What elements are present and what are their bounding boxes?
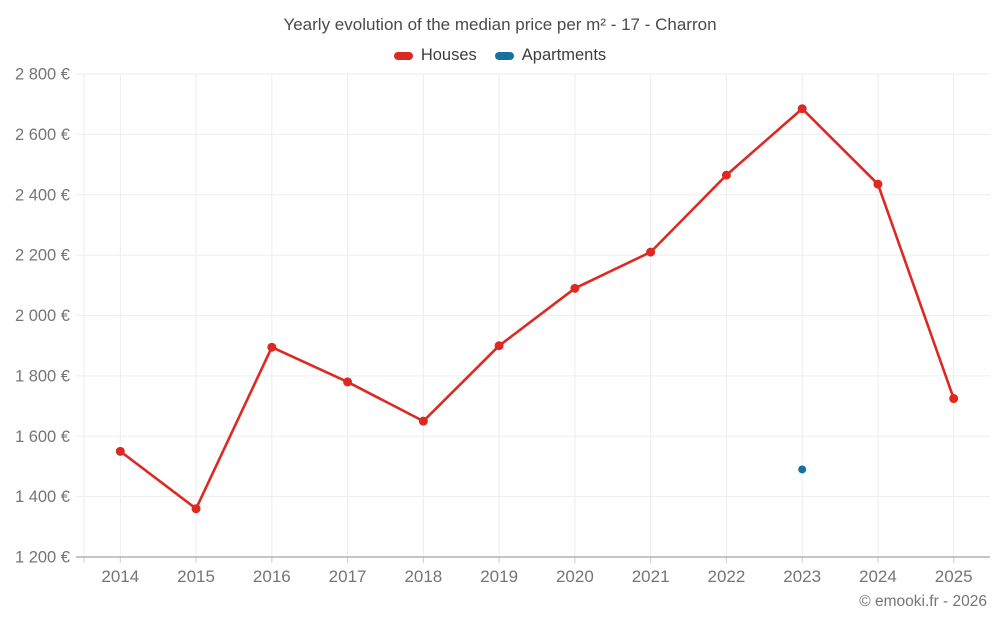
legend-item-apartments[interactable]: Apartments	[494, 46, 607, 65]
x-axis-tick-label: 2025	[935, 567, 973, 586]
apartments-swatch-icon	[494, 51, 514, 60]
legend-label-houses: Houses	[420, 46, 477, 64]
data-point-houses[interactable]	[570, 283, 580, 293]
data-point-houses[interactable]	[494, 341, 504, 351]
x-axis-tick-label: 2023	[783, 567, 821, 586]
y-axis-tick-label: 2 000 €	[15, 307, 70, 325]
chart-title: Yearly evolution of the median price per…	[283, 15, 717, 34]
y-axis-tick-label: 1 400 €	[15, 488, 70, 506]
x-axis-tick-label: 2015	[177, 567, 215, 586]
y-axis-tick-label: 1 600 €	[15, 428, 70, 446]
y-axis-tick-label: 2 600 €	[15, 126, 70, 144]
data-point-apartments[interactable]	[798, 465, 807, 474]
series-line-houses	[119, 107, 956, 511]
x-axis-tick-label: 2016	[253, 567, 291, 586]
y-axis-tick-label: 2 400 €	[15, 186, 70, 204]
y-axis-tick-label: 2 200 €	[15, 247, 70, 265]
copyright-text: © emooki.fr - 2026	[859, 593, 987, 610]
data-point-houses[interactable]	[797, 104, 807, 114]
data-point-houses[interactable]	[721, 170, 731, 180]
y-axis-tick-label: 2 800 €	[15, 66, 70, 84]
x-axis-tick-label: 2019	[480, 567, 518, 586]
x-axis-tick-label: 2017	[329, 567, 367, 586]
data-point-houses[interactable]	[646, 247, 656, 257]
x-axis-tick-label: 2020	[556, 567, 594, 586]
data-point-houses[interactable]	[873, 179, 883, 189]
x-axis-tick-label: 2022	[707, 567, 745, 586]
data-point-houses[interactable]	[115, 446, 125, 456]
legend-label-apartments: Apartments	[521, 46, 607, 64]
y-axis-tick-label: 1 800 €	[15, 367, 70, 385]
data-point-houses[interactable]	[418, 416, 428, 426]
data-point-houses[interactable]	[343, 377, 353, 387]
x-axis-tick-label: 2014	[101, 567, 139, 586]
houses-swatch-icon	[393, 51, 413, 60]
x-axis-tick-label: 2018	[404, 567, 442, 586]
x-axis-tick-label: 2024	[859, 567, 897, 586]
y-axis-tick-label: 1 200 €	[15, 549, 70, 567]
legend-item-houses[interactable]: Houses	[393, 46, 477, 65]
data-point-houses[interactable]	[191, 504, 201, 514]
data-point-houses[interactable]	[267, 342, 277, 352]
legend: Houses Apartments	[0, 46, 1000, 65]
x-axis-tick-label: 2021	[632, 567, 670, 586]
data-point-houses[interactable]	[949, 394, 959, 404]
